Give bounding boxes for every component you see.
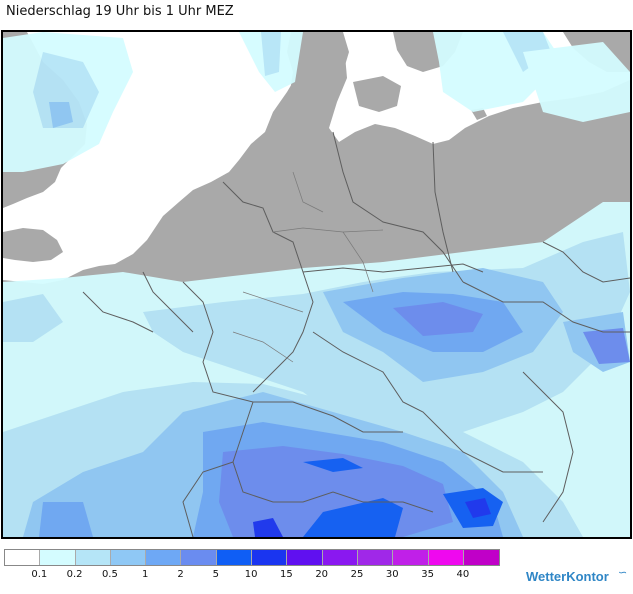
map-canvas (3, 32, 630, 537)
legend-swatch (146, 550, 182, 565)
legend-tick-label: 15 (280, 569, 293, 580)
state-borders (232, 171, 384, 363)
legend-swatch (216, 550, 253, 565)
legend-tick-label: 40 (456, 569, 470, 580)
legend-swatch (428, 550, 464, 565)
precipitation-map (1, 30, 632, 539)
legend-swatch (252, 550, 288, 565)
legend-tick-label: 0.2 (66, 569, 83, 580)
map-title: Niederschlag 19 Uhr bis 1 Uhr MEZ (6, 4, 234, 19)
wetterkontor-logo[interactable]: WetterKontor (526, 569, 609, 584)
precipitation-layer (3, 32, 630, 537)
legend-swatch (322, 550, 358, 565)
legend-tick-label: 35 (421, 569, 434, 580)
legend-tick-label: 0.5 (101, 569, 118, 580)
legend-color-scale (4, 549, 501, 566)
legend-swatch (75, 550, 111, 565)
legend-tick-label: 25 (350, 569, 364, 580)
country-borders (82, 131, 630, 537)
danish-islands (353, 76, 401, 112)
legend-tick-label: 10 (244, 569, 258, 580)
legend-swatch (181, 550, 217, 565)
legend-swatch (357, 550, 394, 565)
legend-tick-label: 1 (142, 569, 149, 580)
legend-tick-labels: 0.1 0.2 0.5 1 2 5 10 15 20 25 30 35 40 (4, 566, 500, 582)
denmark-land (287, 32, 349, 128)
legend-tick-label: 0.1 (31, 569, 48, 580)
logo-wave-icon: ∽ (618, 566, 628, 579)
legend-tick-label: 30 (385, 569, 399, 580)
legend-swatch (110, 550, 147, 565)
uk-south-land (3, 228, 63, 262)
legend-tick-label: 2 (177, 569, 184, 580)
legend-tick-label: 20 (315, 569, 329, 580)
precipitation-legend: 0.1 0.2 0.5 1 2 5 10 15 20 25 30 35 40 (4, 549, 501, 582)
legend-swatch (393, 550, 429, 565)
legend-swatch (463, 550, 500, 565)
legend-tick-label: 5 (212, 569, 219, 580)
legend-swatch (287, 550, 323, 565)
legend-swatch (40, 550, 76, 565)
legend-swatch (5, 550, 41, 565)
